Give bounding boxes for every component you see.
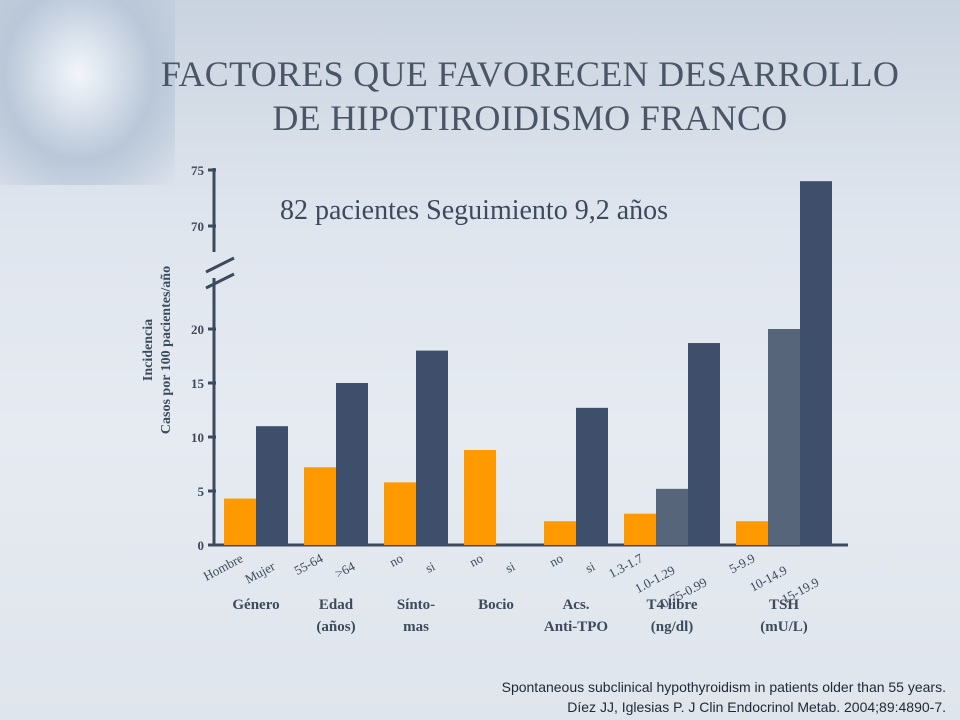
y-tick-label: 70 bbox=[191, 219, 204, 234]
bar bbox=[384, 482, 416, 545]
x-tick-label: 5-9.9 bbox=[726, 550, 757, 576]
page-title: FACTORES QUE FAVORECEN DESARROLLO DE HIP… bbox=[140, 52, 920, 140]
group-label: (años) bbox=[316, 619, 355, 635]
y-tick-label: 0 bbox=[198, 538, 205, 553]
x-tick-label: no bbox=[547, 550, 566, 569]
y-tick-label: 15 bbox=[191, 376, 205, 391]
group-label: Anti-TPO bbox=[544, 619, 608, 635]
x-tick-label: 55-64 bbox=[292, 550, 326, 578]
y-tick-label: 75 bbox=[191, 163, 205, 178]
group-label: Sínto- bbox=[397, 597, 435, 613]
doctor-photo bbox=[0, 0, 175, 185]
x-tick-label: si bbox=[503, 558, 518, 575]
y-tick-label: 20 bbox=[191, 322, 204, 337]
chart-subtitle: 82 pacientes Seguimiento 9,2 años bbox=[280, 195, 669, 226]
bar bbox=[736, 521, 768, 545]
x-tick-label: 10-14.9 bbox=[747, 562, 789, 594]
bar bbox=[800, 181, 832, 545]
bar bbox=[688, 343, 720, 545]
y-tick-label: 5 bbox=[198, 484, 205, 499]
group-label: T4 libre bbox=[647, 597, 698, 613]
bar bbox=[768, 329, 800, 545]
bar bbox=[656, 488, 688, 545]
axis-break-mark bbox=[205, 272, 235, 290]
axis-break-mark bbox=[205, 256, 235, 274]
bar bbox=[336, 383, 368, 545]
bar bbox=[544, 521, 576, 545]
group-label: (ng/dl) bbox=[651, 619, 694, 635]
x-tick-label: 1.3-1.7 bbox=[606, 550, 646, 581]
group-label: (mU/L) bbox=[760, 619, 808, 635]
group-label: Edad bbox=[319, 597, 354, 613]
x-tick-label: >64 bbox=[332, 558, 357, 581]
footnote-line-2: Díez JJ, Iglesias P. J Clin Endocrinol M… bbox=[567, 699, 946, 715]
x-tick-label: no bbox=[467, 550, 486, 569]
x-tick-label: no bbox=[387, 550, 406, 569]
title-line-2: DE HIPOTIROIDISMO FRANCO bbox=[272, 98, 788, 138]
title-line-1: FACTORES QUE FAVORECEN DESARROLLO bbox=[160, 54, 900, 94]
bar bbox=[624, 513, 656, 545]
bar bbox=[304, 467, 336, 545]
group-label: TSH bbox=[769, 597, 799, 613]
bar bbox=[256, 426, 288, 545]
y-tick-label: 10 bbox=[191, 430, 204, 445]
x-tick-label: Hombre bbox=[201, 550, 246, 583]
x-tick-label: si bbox=[423, 558, 438, 575]
group-label: Bocio bbox=[478, 597, 514, 613]
bar bbox=[576, 407, 608, 545]
group-label: Género bbox=[232, 597, 279, 613]
bar bbox=[224, 498, 256, 545]
group-label: mas bbox=[403, 619, 429, 635]
footnote: Spontaneous subclinical hypothyroidism i… bbox=[502, 677, 946, 717]
footnote-line-1: Spontaneous subclinical hypothyroidism i… bbox=[501, 679, 946, 695]
group-label: Acs. bbox=[562, 597, 589, 613]
x-tick-label: si bbox=[583, 558, 598, 575]
x-tick-label: Mujer bbox=[242, 558, 278, 586]
bar bbox=[416, 350, 448, 545]
bar bbox=[464, 449, 496, 545]
